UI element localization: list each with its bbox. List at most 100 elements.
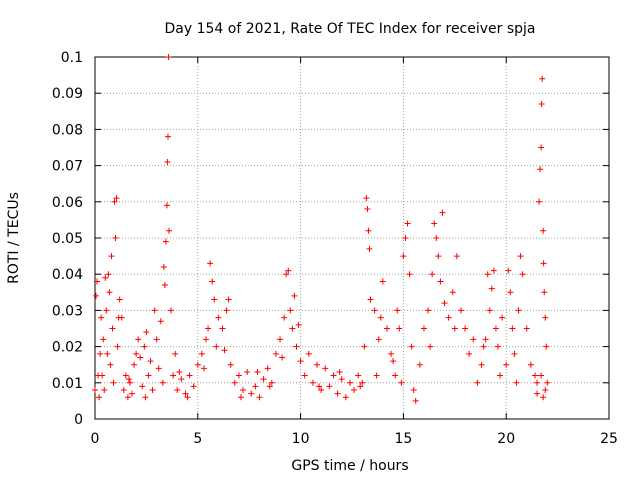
data-point	[219, 325, 226, 332]
data-point	[355, 372, 362, 379]
data-point	[517, 253, 524, 260]
data-point	[383, 325, 390, 332]
data-points	[92, 54, 551, 404]
data-point	[336, 368, 343, 375]
data-point	[402, 235, 409, 241]
data-point	[488, 285, 495, 292]
data-point	[543, 343, 550, 350]
data-point	[190, 383, 197, 390]
data-point	[396, 325, 403, 332]
data-point	[159, 379, 166, 386]
data-point	[145, 372, 152, 379]
data-point	[165, 54, 172, 60]
data-point	[289, 325, 296, 332]
data-point	[170, 372, 177, 379]
data-point	[221, 347, 228, 354]
data-point	[283, 271, 290, 278]
x-tick-label: 15	[394, 431, 412, 447]
data-point	[462, 325, 469, 332]
data-point	[260, 376, 267, 383]
data-point	[441, 300, 448, 307]
data-point	[100, 336, 107, 343]
data-point	[363, 195, 370, 202]
data-point	[314, 361, 321, 368]
data-point	[209, 278, 216, 285]
y-tick-label: 0.08	[52, 122, 83, 138]
data-point	[164, 133, 171, 140]
data-point	[168, 307, 175, 314]
data-point	[451, 325, 458, 332]
data-point	[531, 372, 538, 379]
data-point	[93, 292, 100, 299]
data-point	[198, 350, 205, 357]
x-axis-ticks: 0 5 10 15 20 25	[91, 57, 618, 447]
data-point	[291, 292, 298, 299]
data-point	[184, 394, 191, 401]
data-point	[135, 336, 142, 343]
data-point	[466, 350, 473, 357]
x-tick-label: 25	[600, 431, 618, 447]
data-point	[115, 314, 122, 321]
data-point	[120, 387, 127, 394]
data-point	[431, 220, 438, 227]
data-point	[538, 372, 545, 379]
data-point	[408, 343, 415, 350]
data-point	[240, 387, 247, 394]
data-point	[437, 278, 444, 285]
data-point	[98, 314, 105, 321]
data-point	[523, 325, 530, 332]
data-point	[272, 350, 279, 357]
data-point	[439, 209, 446, 216]
data-point	[513, 379, 520, 386]
data-point	[287, 307, 294, 314]
data-point	[176, 368, 183, 375]
chart-title: Day 154 of 2021, Rate Of TEC Index for r…	[164, 21, 535, 37]
data-point	[155, 365, 162, 372]
data-point	[490, 267, 497, 274]
data-point	[107, 361, 114, 368]
data-point	[162, 238, 169, 245]
data-point	[420, 325, 427, 332]
data-point	[342, 394, 349, 401]
data-point	[326, 383, 333, 390]
data-point	[235, 372, 242, 379]
y-tick-label: 0.09	[52, 86, 83, 102]
data-point	[416, 361, 423, 368]
data-point	[392, 372, 399, 379]
y-tick-label: 0.01	[52, 376, 83, 392]
data-point	[141, 343, 148, 350]
data-point	[330, 372, 337, 379]
data-point	[160, 263, 167, 270]
data-point	[540, 394, 547, 401]
data-point	[244, 368, 251, 375]
data-point	[519, 271, 526, 278]
data-point	[542, 387, 549, 394]
data-point	[542, 314, 549, 321]
data-point	[266, 383, 273, 390]
data-point	[538, 101, 545, 108]
data-point	[449, 289, 456, 296]
x-tick-label: 10	[292, 431, 310, 447]
data-point	[346, 379, 353, 386]
x-tick-label: 5	[193, 431, 202, 447]
data-point	[131, 361, 138, 368]
data-point	[480, 343, 487, 350]
data-point	[398, 379, 405, 386]
data-point	[435, 253, 442, 260]
data-point	[534, 390, 541, 397]
data-point	[445, 314, 452, 321]
data-point	[400, 253, 407, 260]
y-tick-label: 0.06	[52, 195, 83, 211]
data-point	[125, 376, 132, 383]
data-point	[137, 354, 144, 361]
data-point	[161, 282, 168, 289]
data-point	[94, 278, 101, 285]
data-point	[364, 206, 371, 213]
data-point	[309, 379, 316, 386]
data-point	[544, 379, 551, 386]
data-point	[486, 307, 493, 314]
data-point	[153, 336, 160, 343]
data-point	[295, 321, 302, 328]
data-point	[237, 394, 244, 401]
data-point	[404, 220, 411, 227]
